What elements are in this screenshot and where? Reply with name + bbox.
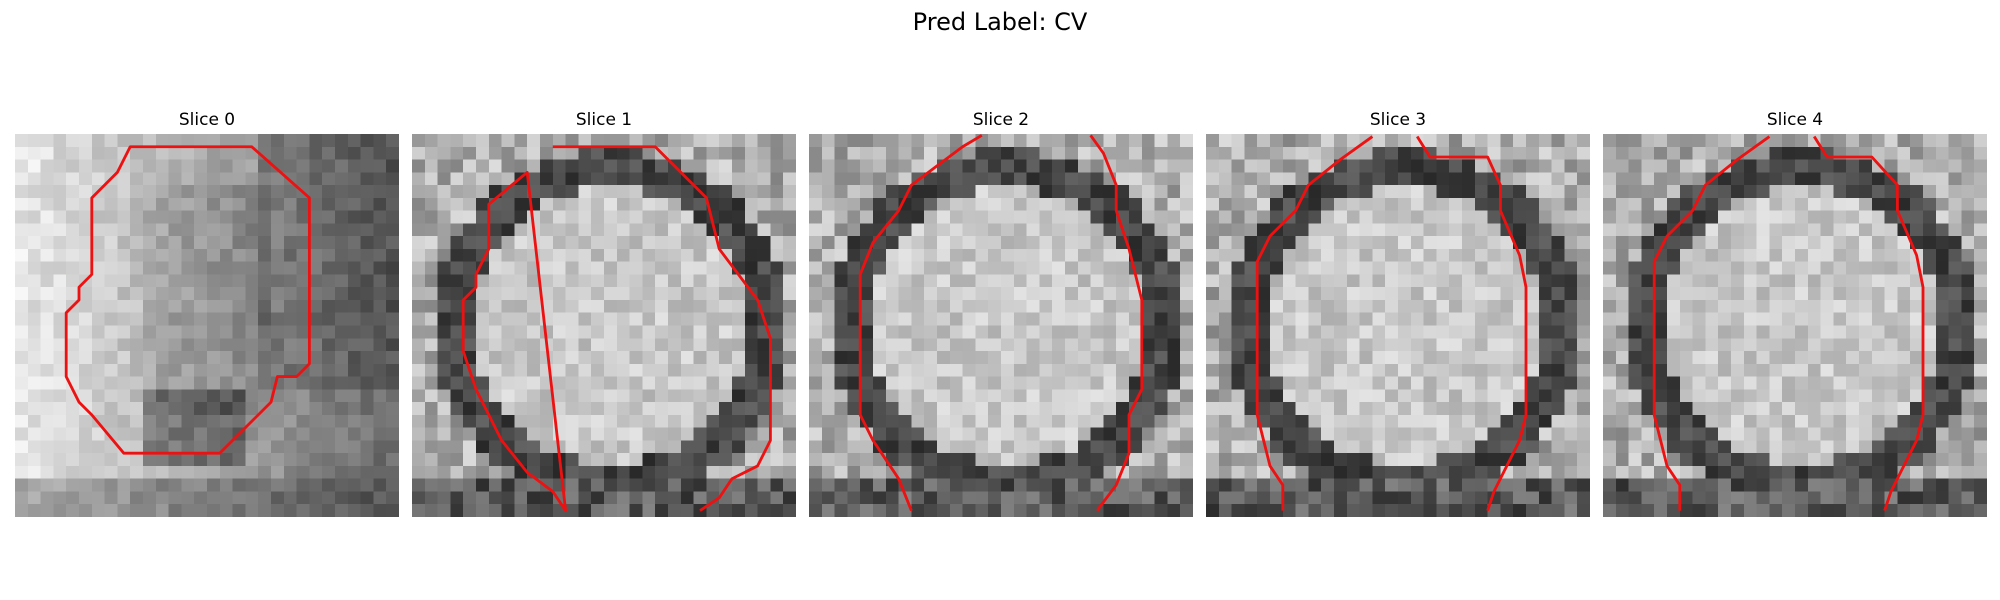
segmentation-contour [858, 134, 1144, 512]
slice-title: Slice 0 [178, 110, 236, 130]
segmentation-contour [1652, 135, 1925, 512]
slice-image [809, 134, 1193, 517]
slice-panel-2: Slice 2 [809, 110, 1193, 517]
slice-panel-4: Slice 4 [1603, 110, 1987, 517]
slice-title: Slice 1 [575, 110, 633, 130]
slice-panel-3: Slice 3 [1206, 110, 1590, 517]
slice-title: Slice 2 [972, 110, 1030, 130]
segmentation-contour [64, 145, 311, 455]
slice-image [1603, 134, 1987, 517]
segmentation-contour [1255, 135, 1528, 512]
slice-image [15, 134, 399, 517]
slice-image [412, 134, 796, 517]
slice-panel-0: Slice 0 [15, 110, 399, 517]
slice-image [1206, 134, 1590, 517]
figure-title: Pred Label: CV [912, 8, 1088, 36]
slice-title: Slice 3 [1369, 110, 1427, 130]
segmentation-contour [461, 145, 772, 513]
slice-title: Slice 4 [1766, 110, 1824, 130]
slice-panel-1: Slice 1 [412, 110, 796, 517]
